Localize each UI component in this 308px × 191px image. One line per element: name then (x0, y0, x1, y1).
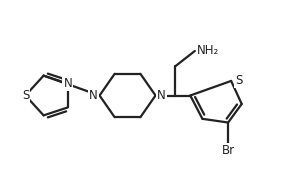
Text: N: N (157, 89, 166, 102)
Text: S: S (235, 74, 242, 87)
Text: Br: Br (221, 144, 235, 157)
Text: N: N (89, 89, 98, 102)
Text: N: N (63, 77, 72, 90)
Text: S: S (22, 89, 29, 102)
Text: NH₂: NH₂ (197, 45, 220, 57)
